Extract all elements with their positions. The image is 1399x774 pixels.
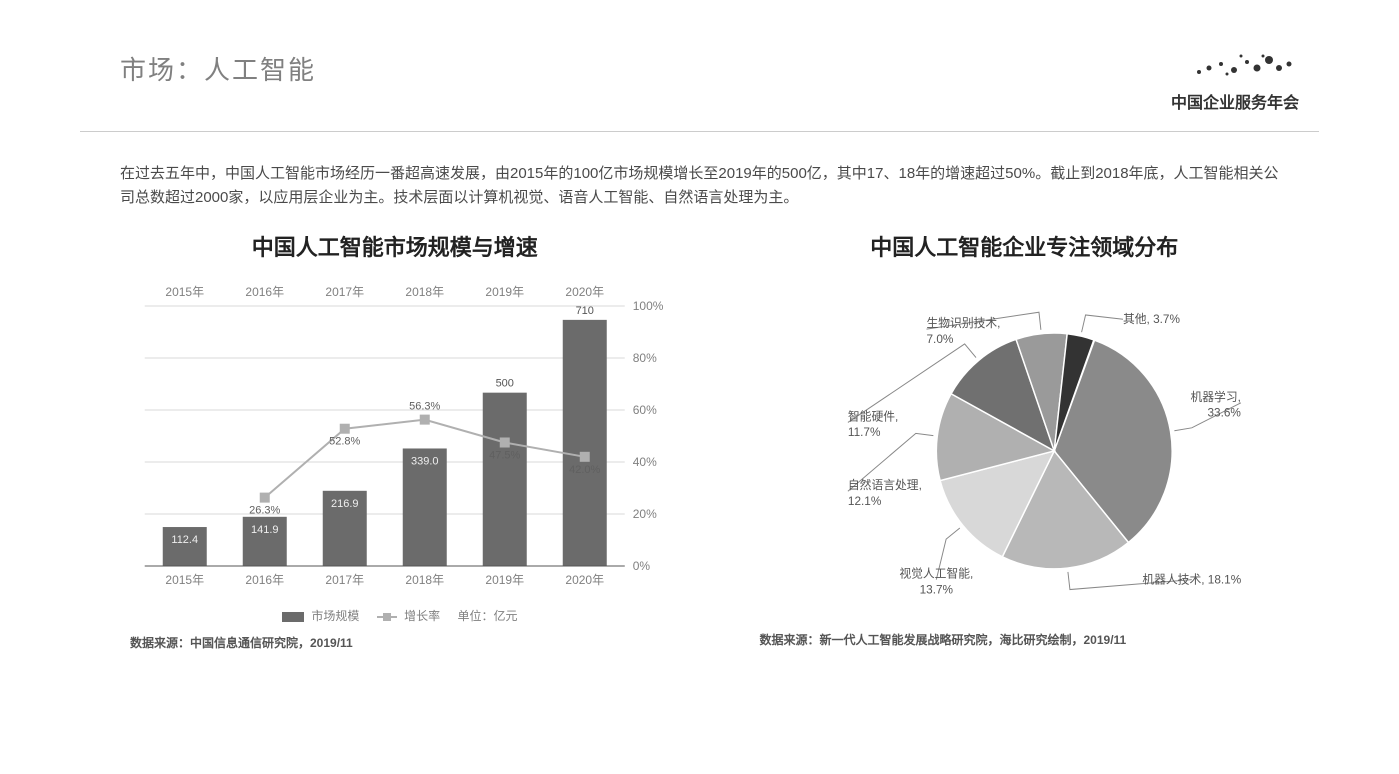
- svg-text:2018年: 2018年: [405, 285, 444, 299]
- bar-chart-source: 数据来源：中国信息通信研究院，2019/11: [100, 634, 690, 651]
- svg-text:60%: 60%: [633, 403, 657, 417]
- svg-text:2018年: 2018年: [405, 573, 444, 587]
- svg-text:52.8%: 52.8%: [329, 436, 360, 448]
- pie-chart-panel: 中国人工智能企业专注领域分布 机器学习, 33.6% 机器人技术, 18.1% 视觉人…: [730, 230, 1320, 651]
- svg-text:33.6%: 33.6%: [1207, 407, 1241, 420]
- svg-text:2016年: 2016年: [245, 573, 284, 587]
- pie-chart-svg: 机器学习, 33.6% 机器人技术, 18.1% 视觉人工智能, 13.7% 自然语言处理…: [730, 276, 1320, 616]
- svg-text:2020年: 2020年: [565, 573, 604, 587]
- svg-text:26.3%: 26.3%: [249, 505, 280, 517]
- svg-text:80%: 80%: [633, 351, 657, 365]
- svg-text:2020年: 2020年: [565, 285, 604, 299]
- svg-text:2017年: 2017年: [325, 573, 364, 587]
- page-title: 市场：人工智能: [120, 50, 316, 87]
- logo-text: 中国企业服务年会: [1171, 89, 1299, 113]
- svg-text:自然语言处理,: 自然语言处理,: [847, 478, 921, 492]
- svg-text:2015年: 2015年: [165, 285, 204, 299]
- svg-text:2016年: 2016年: [245, 285, 284, 299]
- legend-swatch-bar: [282, 612, 304, 622]
- svg-text:2019年: 2019年: [485, 573, 524, 587]
- bar-chart-panel: 中国人工智能市场规模与增速 0% 20% 40% 60% 80% 100% 2015年 201…: [100, 230, 690, 651]
- charts-row: 中国人工智能市场规模与增速 0% 20% 40% 60% 80% 100% 2015年 201…: [0, 220, 1399, 651]
- svg-text:2019年: 2019年: [485, 285, 524, 299]
- svg-text:13.7%: 13.7%: [919, 583, 953, 596]
- logo-dots-icon: [1179, 50, 1299, 80]
- legend-bar-label: 市场规模: [311, 609, 359, 623]
- svg-text:机器人技术, 18.1%: 机器人技术, 18.1%: [1142, 573, 1241, 587]
- legend-unit: 单位：亿元: [457, 609, 517, 623]
- svg-text:100%: 100%: [633, 299, 664, 313]
- header: 市场：人工智能 中国企业服务年会: [0, 0, 1399, 123]
- pie-chart-title: 中国人工智能企业专注领域分布: [730, 230, 1320, 262]
- svg-text:12.1%: 12.1%: [847, 495, 881, 508]
- svg-text:视觉人工智能,: 视觉人工智能,: [899, 567, 973, 581]
- legend-line-label: 增长率: [404, 609, 440, 623]
- svg-text:47.5%: 47.5%: [489, 450, 520, 462]
- svg-text:112.4: 112.4: [171, 534, 198, 546]
- svg-text:40%: 40%: [633, 455, 657, 469]
- svg-text:20%: 20%: [633, 507, 657, 521]
- intro-paragraph: 在过去五年中，中国人工智能市场经历一番超高速发展，由2015年的100亿市场规模…: [0, 132, 1399, 220]
- svg-text:机器学习,: 机器学习,: [1190, 390, 1240, 404]
- svg-text:710: 710: [576, 305, 594, 317]
- svg-text:0%: 0%: [633, 559, 651, 573]
- bar-chart-svg: 0% 20% 40% 60% 80% 100% 2015年 2016年 2017年 2018年 20…: [100, 276, 690, 596]
- logo-block: 中国企业服务年会: [1171, 50, 1299, 113]
- svg-text:生物识别技术,: 生物识别技术,: [926, 316, 1000, 330]
- legend-marker-line: [377, 616, 397, 618]
- pie-chart-source: 数据来源：新一代人工智能发展战略研究院，海比研究绘制，2019/11: [730, 631, 1320, 648]
- svg-text:智能硬件,: 智能硬件,: [847, 409, 897, 423]
- bar-chart-title: 中国人工智能市场规模与增速: [100, 230, 690, 262]
- svg-text:其他, 3.7%: 其他, 3.7%: [1123, 313, 1180, 326]
- svg-text:500: 500: [496, 378, 514, 390]
- svg-text:141.9: 141.9: [251, 524, 279, 536]
- svg-text:42.0%: 42.0%: [569, 464, 600, 476]
- svg-text:7.0%: 7.0%: [926, 333, 953, 346]
- svg-text:2015年: 2015年: [165, 573, 204, 587]
- bar-chart-legend: 市场规模 增长率 单位：亿元: [100, 607, 690, 624]
- svg-text:56.3%: 56.3%: [409, 401, 440, 413]
- svg-text:339.0: 339.0: [411, 455, 439, 467]
- svg-text:11.7%: 11.7%: [847, 426, 880, 439]
- svg-text:216.9: 216.9: [331, 498, 359, 510]
- svg-text:2017年: 2017年: [325, 285, 364, 299]
